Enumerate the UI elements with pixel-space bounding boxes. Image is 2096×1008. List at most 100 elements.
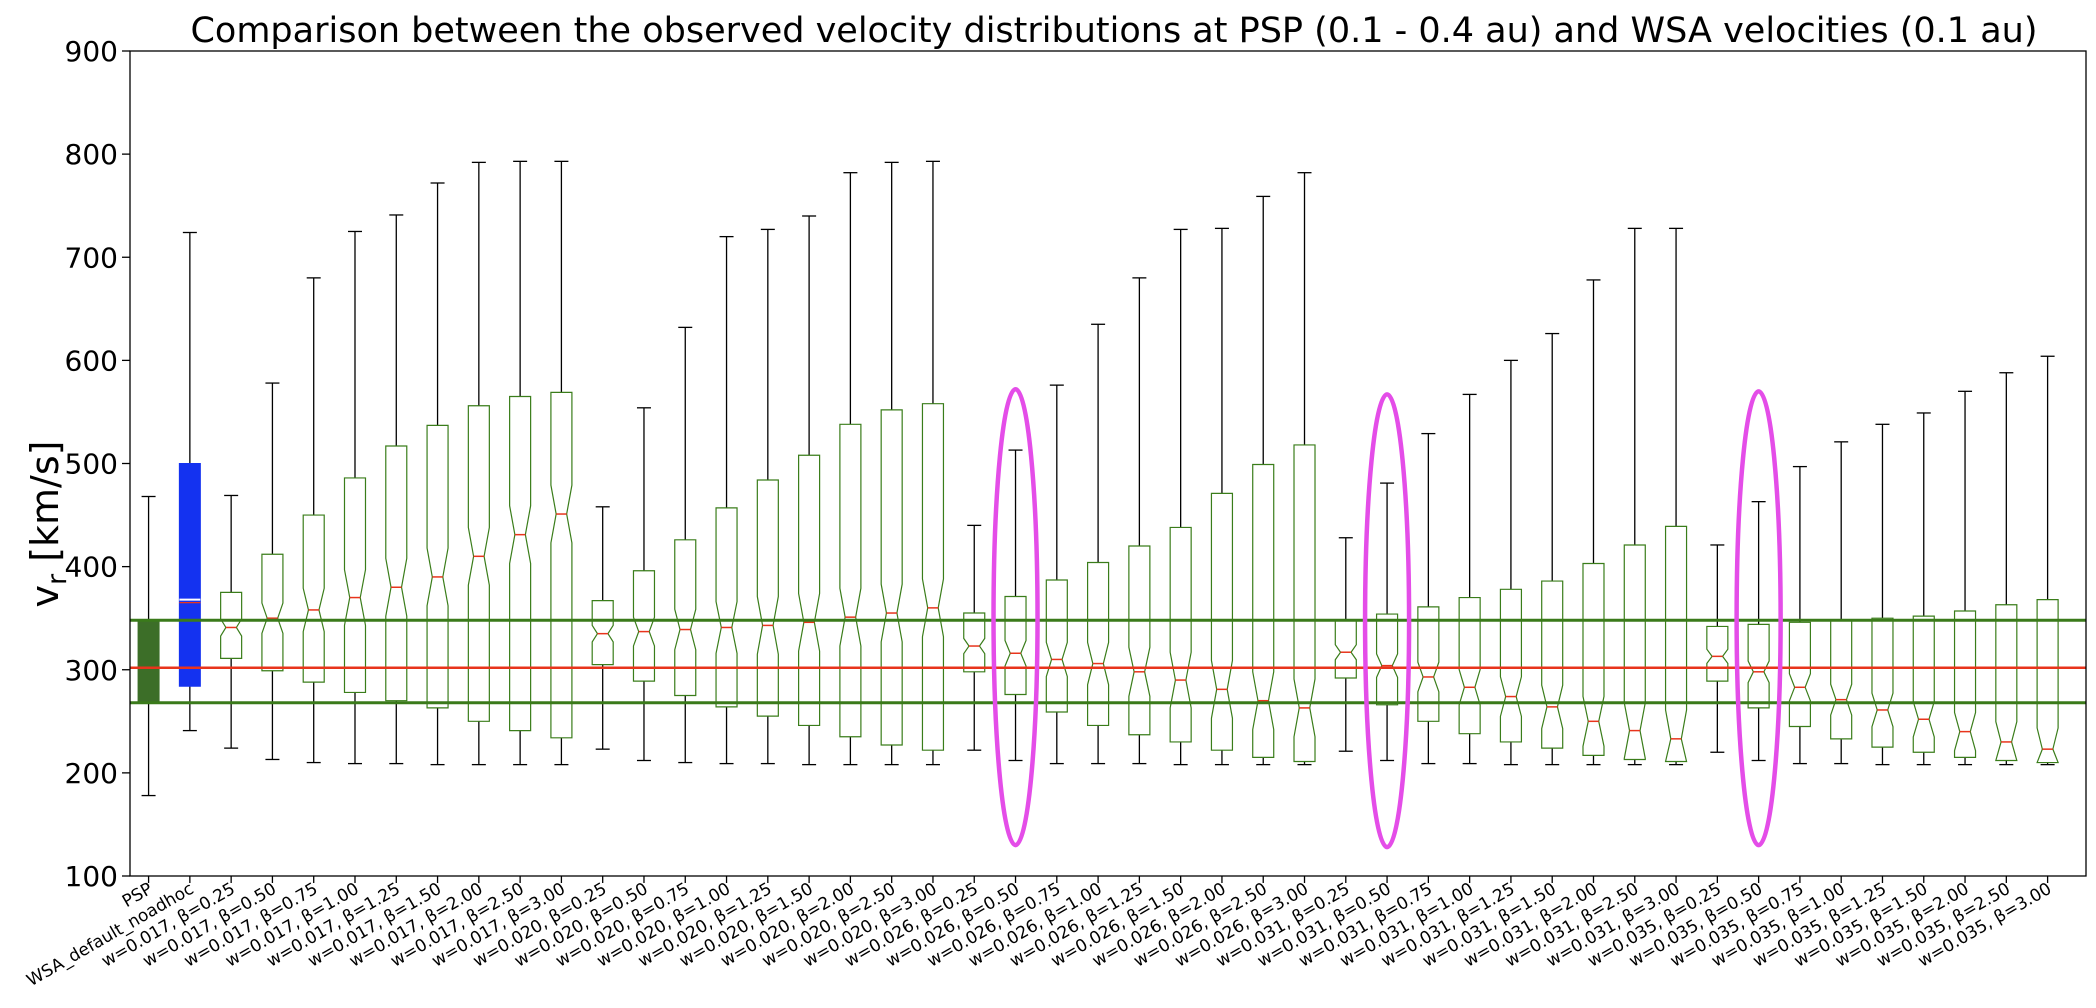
model-box [756,479,779,717]
box-1 [178,231,201,732]
highlight-ellipse-2 [1734,389,1783,848]
box-46 [2036,355,2059,766]
model-box [220,591,243,660]
model-box [261,553,284,672]
model-box [1004,595,1027,696]
box-9 [509,160,532,766]
box-5 [343,230,367,765]
wsa-box [178,463,201,687]
model-box [921,403,945,751]
box-10 [550,160,573,766]
model-box [1293,444,1316,763]
model-box [880,409,903,746]
model-box [426,424,449,709]
box-4 [302,277,325,764]
model-box [1252,463,1275,759]
y-tick-label: 200 [65,757,118,790]
plot-area [137,160,2059,797]
y-axis-label: vr [km/s] [23,441,73,608]
highlight-ellipses [991,387,1783,850]
model-box [509,395,532,732]
box-14 [715,235,738,765]
model-box [674,539,697,697]
box-28 [1293,172,1316,766]
box-38 [1706,544,1729,753]
box-8 [467,161,490,766]
highlight-ellipse-0 [991,387,1040,848]
box-34 [1541,332,1564,766]
box-37 [1664,227,1688,766]
psp-box [137,619,160,704]
box-23 [1086,323,1110,765]
box-21 [1004,449,1027,762]
box-25 [1169,228,1192,766]
box-20 [963,524,986,751]
model-box [1334,619,1357,679]
y-tick-label: 300 [65,654,118,687]
highlight-ellipse-1 [1362,392,1412,850]
model-box [798,454,821,727]
y-tick-label: 400 [65,551,118,584]
y-tick-label: 600 [65,344,118,377]
model-box [1210,492,1234,751]
model-box [1788,621,1812,728]
model-box [1706,625,1729,682]
y-axis-label-subscript: r [42,573,73,585]
model-box [2036,599,2059,764]
box-18 [880,161,903,766]
model-box [1169,526,1192,743]
box-30 [1375,482,1399,762]
model-box [385,445,408,702]
box-45 [1995,372,2018,766]
model-box [302,514,325,683]
model-box [1086,561,1110,727]
box-31 [1417,432,1440,765]
box-41 [1830,441,1853,765]
y-axis-label-main: v [23,585,67,608]
box-29 [1334,537,1357,752]
model-box [1128,545,1151,736]
box-26 [1210,227,1234,766]
axes-frame [129,50,2087,877]
box-2 [220,494,243,749]
box-16 [798,215,821,766]
box-22 [1045,384,1068,765]
y-tick-label: 800 [65,138,118,171]
model-box [1582,562,1605,756]
model-box [839,423,862,738]
box-35 [1582,279,1605,766]
box-13 [674,326,697,764]
model-box [1623,544,1646,761]
model-box [1499,588,1523,743]
axes: 100 200 300 400 500 600 700 800 900 [65,35,2087,893]
model-box [343,477,367,694]
model-box [1747,623,1770,709]
box-3 [261,382,284,761]
box-12 [632,407,656,762]
model-box [1912,615,1935,753]
model-box [467,405,490,722]
y-tick-label: 900 [65,35,118,68]
box-6 [385,214,408,765]
model-box [1953,610,1977,759]
model-box [715,507,738,708]
box-7 [426,182,449,766]
box-11 [591,506,614,750]
model-box [1541,580,1564,749]
box-44 [1953,390,1977,766]
reference-lines [130,618,2086,705]
model-box [632,570,656,682]
y-axis-label-units: [km/s] [23,441,67,574]
model-box [1458,596,1481,735]
box-27 [1252,195,1275,766]
model-box [1871,617,1894,748]
chart-title: Comparison between the observed velocity… [190,11,2037,51]
box-24 [1128,277,1151,765]
box-36 [1623,227,1646,766]
box-19 [921,160,945,766]
box-43 [1912,412,1935,766]
model-box [591,600,614,666]
box-32 [1458,393,1481,765]
